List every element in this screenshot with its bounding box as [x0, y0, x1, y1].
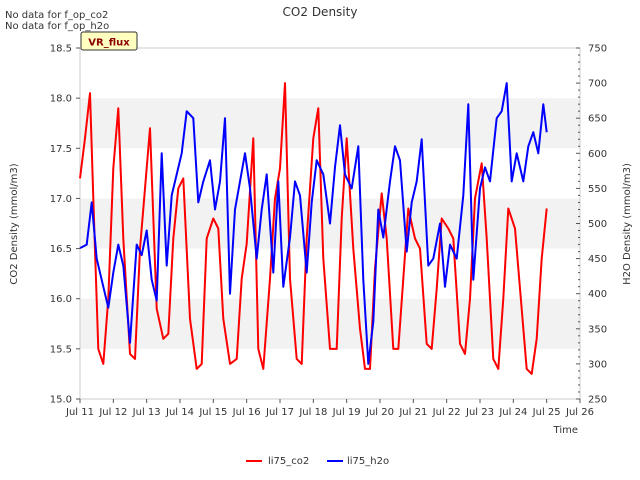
- left-y-tick-label: 18.5: [50, 44, 72, 55]
- no-data-note-co2: No data for f_op_co2: [5, 10, 108, 21]
- series-line-li75_co2: [79, 82, 548, 375]
- left-y-axis-label: CO2 Density (mmol/m3): [9, 163, 20, 284]
- left-y-tick-label: 15.5: [50, 344, 72, 355]
- x-tick-label: Jul 23: [465, 407, 494, 418]
- right-y-tick-label: 600: [588, 149, 607, 160]
- right-y-tick-label: 500: [588, 219, 607, 230]
- right-y-axis-ticks: 250 300 350 400 450 500 550 600 650 700 750: [576, 44, 607, 406]
- right-y-tick-label: 350: [588, 324, 607, 335]
- x-tick-label: Jul 18: [298, 407, 327, 418]
- chart-title: CO2 Density: [283, 5, 358, 19]
- x-tick-label: Jul 15: [198, 407, 227, 418]
- left-y-axis-ticks: 15.0 15.5 16.0 16.5 17.0 17.5 18.0 18.5: [50, 44, 80, 406]
- right-y-tick-label: 700: [588, 79, 607, 90]
- right-y-axis-label: H2O Density (mmol/m3): [622, 163, 633, 285]
- legend: li75_co2 li75_h2o: [246, 456, 389, 467]
- background-band: [80, 348, 580, 399]
- left-y-tick-label: 17.5: [50, 144, 72, 155]
- legend-label-h2o: li75_h2o: [347, 456, 389, 467]
- background-band: [80, 98, 580, 149]
- left-y-tick-label: 18.0: [50, 94, 72, 105]
- right-y-tick-label: 550: [588, 184, 607, 195]
- x-tick-label: Jul 16: [232, 407, 261, 418]
- x-tick-label: Jul 17: [265, 407, 294, 418]
- x-tick-label: Jul 26: [565, 407, 594, 418]
- right-y-tick-label: 650: [588, 114, 607, 125]
- series-layer: [79, 82, 548, 375]
- left-y-tick-label: 16.0: [50, 294, 72, 305]
- right-y-tick-label: 450: [588, 254, 607, 265]
- x-tick-label: Jul 22: [432, 407, 461, 418]
- x-tick-label: Jul 20: [365, 407, 394, 418]
- x-tick-label: Jul 11: [65, 407, 94, 418]
- right-y-tick-label: 400: [588, 289, 607, 300]
- x-tick-label: Jul 12: [98, 407, 127, 418]
- legend-label-co2: li75_co2: [268, 456, 309, 467]
- background-band: [80, 48, 580, 99]
- x-tick-label: Jul 21: [398, 407, 427, 418]
- left-y-tick-label: 15.0: [50, 395, 72, 406]
- right-y-tick-label: 750: [588, 44, 607, 55]
- right-y-tick-label: 250: [588, 395, 607, 406]
- series-line-li75_h2o: [79, 82, 548, 365]
- left-y-tick-label: 16.5: [50, 244, 72, 255]
- no-data-note-h2o: No data for f_op_h2o: [5, 21, 109, 32]
- x-tick-label: Jul 24: [498, 407, 527, 418]
- x-tick-label: Jul 25: [532, 407, 561, 418]
- x-axis-ticks: Jul 11 Jul 12 Jul 13 Jul 14 Jul 15 Jul 16 Jul …: [65, 399, 594, 418]
- site-badge-label: VR_flux: [88, 38, 130, 49]
- background-band: [80, 148, 580, 199]
- right-y-tick-label: 300: [588, 359, 607, 370]
- left-y-tick-label: 17.0: [50, 194, 72, 205]
- x-tick-label: Jul 13: [132, 407, 161, 418]
- x-tick-label: Jul 14: [165, 407, 194, 418]
- x-axis-label: Time: [553, 425, 578, 436]
- background-band: [80, 248, 580, 299]
- x-tick-label: Jul 19: [332, 407, 361, 418]
- site-badge: VR_flux: [80, 31, 138, 51]
